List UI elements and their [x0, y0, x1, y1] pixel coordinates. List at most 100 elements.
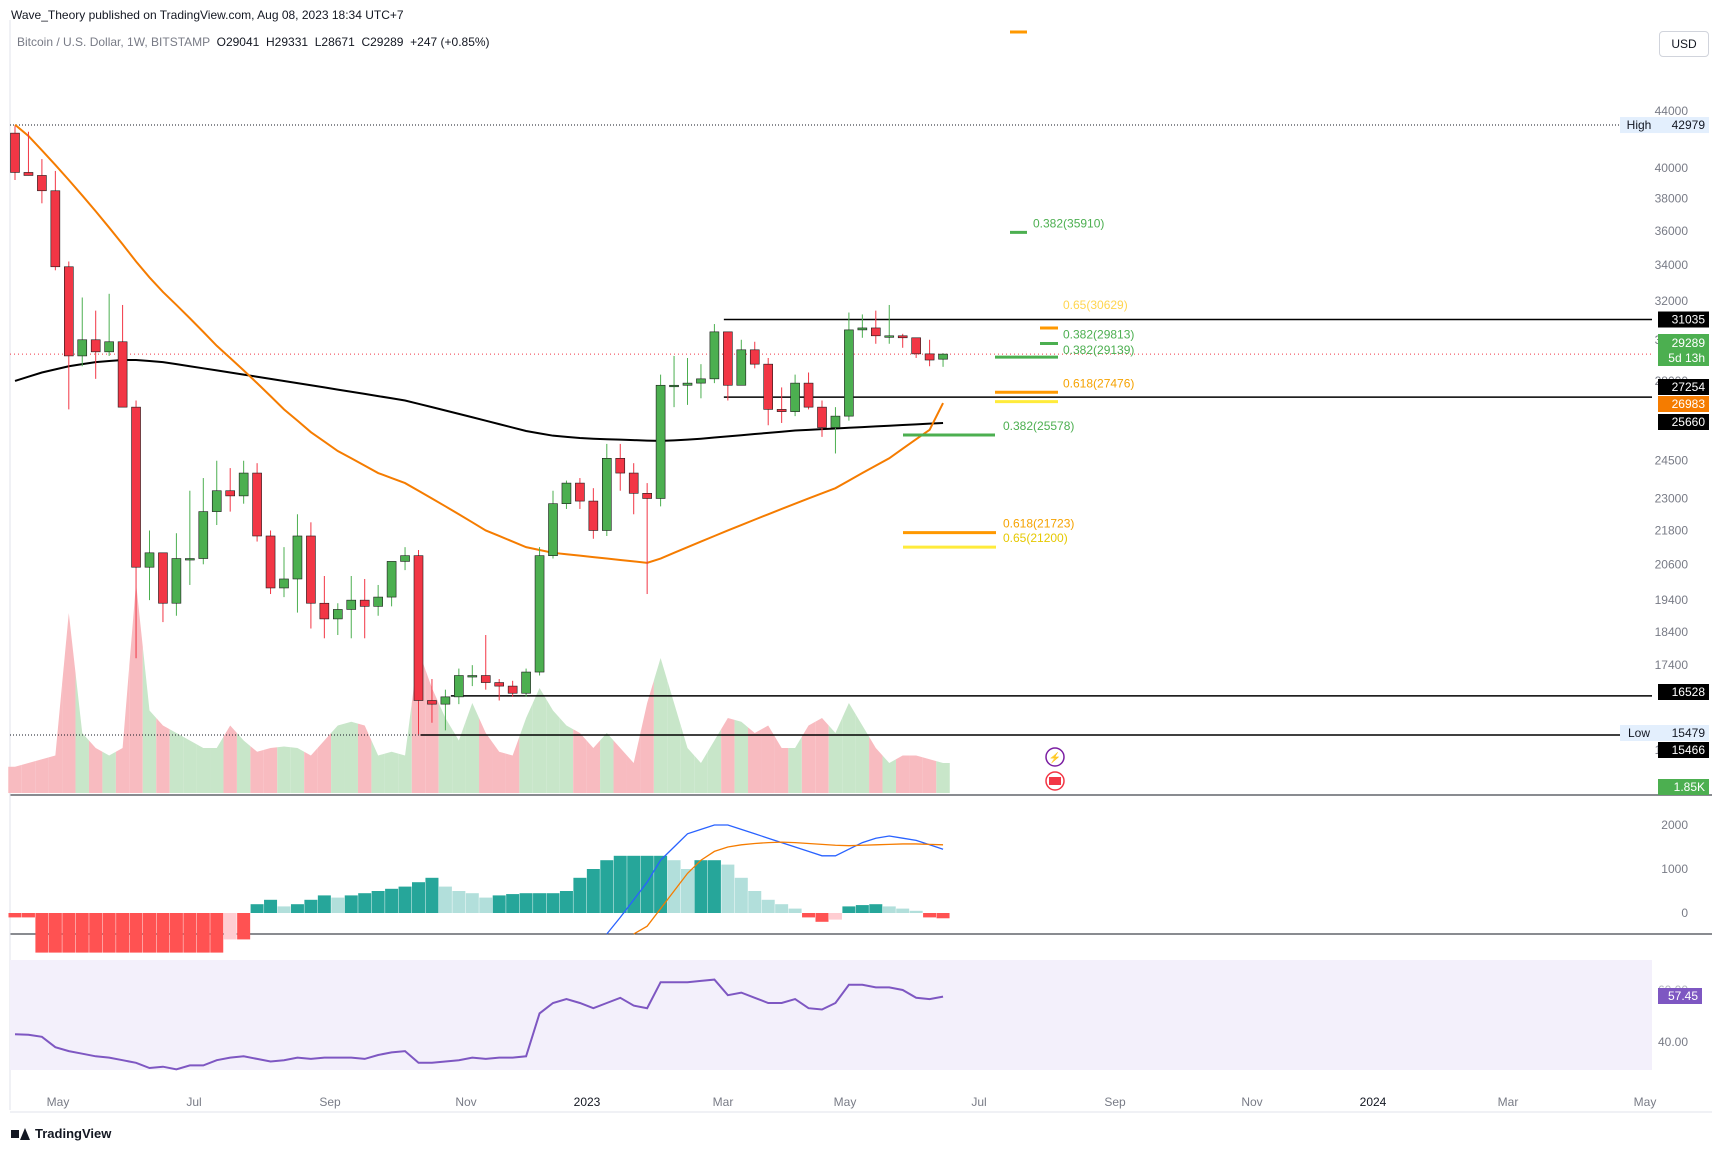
candle-body — [480, 675, 491, 683]
tag-volume: 1.85K — [1674, 780, 1705, 794]
candle-body — [50, 190, 61, 268]
macd-histogram-bar — [654, 855, 668, 913]
macd-histogram-bar — [761, 899, 775, 913]
volume-area-segment — [519, 703, 533, 793]
macd-histogram-bar — [573, 877, 587, 913]
volume-area-segment — [613, 740, 627, 793]
candle-body — [454, 675, 464, 698]
tag-low: 15479 — [1672, 726, 1706, 740]
fib-label: 0.618(27476) — [1063, 376, 1134, 390]
x-tick-label: Mar — [1498, 1095, 1519, 1109]
macd-histogram-bar — [707, 860, 721, 913]
x-tick-label: Nov — [1241, 1095, 1262, 1109]
tag-low-label: Low — [1628, 726, 1650, 740]
candle-body — [427, 700, 437, 705]
candle-body — [642, 493, 652, 499]
lightning-glyph: ⚡ — [1049, 751, 1061, 764]
macd-y-tick: 0 — [1681, 906, 1688, 920]
volume-area-segment — [384, 751, 399, 793]
candle-body — [803, 382, 814, 408]
volume-area-segment — [532, 688, 547, 793]
candle-body — [601, 458, 612, 531]
tradingview-logo[interactable]: TradingView — [11, 1126, 111, 1141]
symbol-info: Bitcoin / U.S. Dollar, 1W, BITSTAMP O290… — [17, 35, 490, 49]
volume-area-segment — [236, 733, 251, 793]
candle-body — [185, 558, 195, 561]
macd-histogram-bar — [21, 913, 35, 918]
volume-area-segment — [304, 748, 318, 793]
macd-histogram-bar — [371, 891, 385, 913]
volume-area-segment — [909, 755, 923, 793]
candle-body — [467, 675, 478, 678]
macd-histogram-bar — [277, 906, 291, 913]
macd-histogram-bar — [237, 913, 251, 940]
candle-body — [265, 535, 276, 589]
y-tick-label: 17400 — [1655, 658, 1689, 672]
tag-27254-bg — [1658, 379, 1709, 395]
macd-histogram-bar — [129, 913, 143, 953]
volume-area-segment — [263, 747, 278, 793]
currency-button[interactable]: USD — [1659, 31, 1709, 57]
volume-area-segment — [721, 718, 735, 793]
volume-area-segment — [156, 718, 170, 793]
x-tick-label: Sep — [1104, 1095, 1126, 1109]
volume-area-segment — [438, 703, 453, 793]
macd-histogram-bar — [896, 908, 910, 913]
volume-area-segment — [465, 703, 480, 793]
tag-31035: 31035 — [1672, 313, 1706, 327]
volume-area-segment — [223, 725, 237, 793]
volume-area-segment — [882, 755, 896, 793]
brand-label: TradingView — [35, 1126, 112, 1141]
candle-body — [736, 349, 747, 386]
candle-body — [400, 555, 410, 562]
candle-body — [346, 599, 357, 610]
candle-body — [64, 266, 74, 357]
macd-histogram-bar — [398, 886, 412, 913]
macd-histogram-bar — [89, 913, 103, 953]
volume-area-segment — [869, 736, 883, 793]
candle-body — [521, 671, 531, 694]
volume-area-segment — [62, 613, 76, 793]
ohlc-low: L28671 — [314, 35, 355, 49]
volume-area-segment — [250, 746, 264, 793]
macd-histogram-bar — [667, 860, 681, 913]
y-tick-label: 44000 — [1655, 104, 1689, 118]
candle-body — [440, 696, 451, 705]
x-tick-label: May — [834, 1095, 857, 1109]
macd-line — [606, 824, 944, 935]
macd-histogram-bar — [627, 855, 641, 913]
macd-histogram-bar — [559, 891, 573, 913]
candle-body — [507, 685, 518, 694]
volume-area-segment — [183, 736, 197, 793]
volume-area-segment — [842, 703, 856, 793]
volume-area-segment — [815, 718, 829, 793]
candle-body — [104, 341, 114, 353]
candle-body — [857, 327, 868, 331]
fib-label: 0.382(25578) — [1003, 419, 1074, 433]
x-tick-label: 2023 — [574, 1095, 601, 1109]
macd-histogram-bar — [223, 913, 237, 940]
candle-body — [23, 172, 34, 176]
volume-area-segment — [48, 684, 63, 793]
volume-area-segment — [425, 669, 439, 793]
price-change: +247 (+0.85%) — [410, 35, 490, 49]
candle-body — [117, 341, 128, 408]
volume-area-segment — [142, 646, 157, 793]
tag-current-countdown: 5d 13h — [1668, 351, 1705, 365]
candle-body — [911, 337, 921, 355]
x-tick-label: Mar — [713, 1095, 734, 1109]
volume-area-segment — [653, 658, 668, 793]
macd-histogram-bar — [479, 897, 493, 913]
tag-31035-bg — [1658, 311, 1709, 328]
candle-body — [897, 335, 908, 339]
ohlc-close: C29289 — [361, 35, 404, 49]
fib-label: 0.65(21200) — [1003, 531, 1068, 545]
candle-body — [655, 384, 666, 499]
macd-histogram-bar — [815, 913, 829, 922]
volume-area-segment — [492, 742, 506, 793]
macd-histogram-bar — [519, 893, 533, 913]
tag-16528-bg — [1658, 684, 1709, 700]
macd-histogram-bar — [546, 893, 560, 913]
macd-histogram-bar — [156, 913, 170, 953]
